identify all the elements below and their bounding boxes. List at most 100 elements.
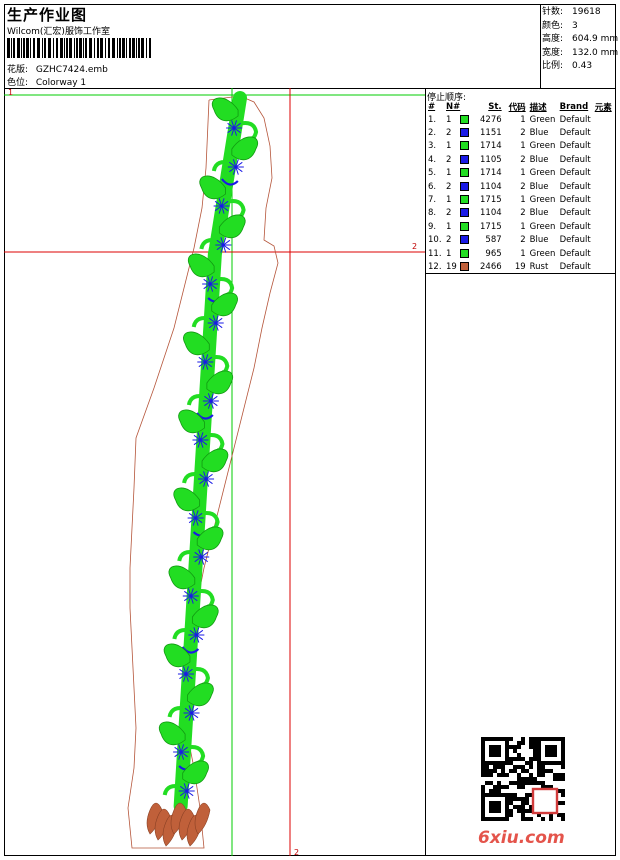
guide-marker-1: 1: [8, 88, 14, 97]
row-code: 2: [520, 235, 526, 246]
design-file-row: 花版: GZHC7424.emb: [7, 62, 108, 75]
row-number: 11.: [428, 248, 442, 259]
row-brand: Default: [559, 114, 591, 125]
table-row: 10. 2 587 2 Blue Default: [426, 234, 614, 247]
row-stitches: 587: [485, 235, 502, 246]
stat-width: 宽度: 132.0 mm: [542, 47, 619, 58]
color-swatch: [460, 114, 469, 124]
table-row: 12. 19 2466 19 Rust Default: [426, 260, 614, 273]
row-number: 1.: [428, 114, 437, 125]
row-brand: Default: [559, 168, 591, 179]
row-stitches: 965: [485, 248, 502, 259]
row-stitches: 1714: [480, 168, 502, 179]
row-needle: 1: [444, 140, 478, 153]
row-brand: Default: [559, 208, 591, 219]
color-swatch: [460, 181, 469, 191]
stat-colors: 颜色: 3: [542, 20, 578, 31]
row-element: [593, 126, 614, 139]
col-needle: N#: [446, 102, 461, 112]
row-description: Blue: [529, 128, 549, 139]
row-description: Blue: [529, 208, 549, 219]
row-description: Blue: [529, 181, 549, 192]
row-code: 1: [520, 221, 526, 232]
col-brand: Brand: [559, 102, 589, 112]
row-description: Green: [529, 248, 556, 259]
row-description: Green: [529, 141, 556, 152]
page-frame: [4, 4, 616, 856]
row-needle: 1: [444, 247, 478, 260]
row-stitches: 1715: [480, 195, 502, 206]
qr-code: [481, 737, 565, 821]
row-number: 6.: [428, 181, 437, 192]
table-row: 9. 1 1715 1 Green Default: [426, 220, 614, 233]
color-swatch: [460, 208, 469, 218]
row-number: 2.: [428, 128, 437, 139]
stat-stitches: 针数: 19618: [542, 7, 601, 17]
row-code: 1: [520, 141, 526, 152]
row-needle: 1: [444, 193, 478, 206]
color-swatch: [460, 154, 469, 164]
color-swatch: [460, 221, 469, 231]
table-row: 4. 2 1105 2 Blue Default: [426, 153, 614, 166]
design-file-value: GZHC7424.emb: [35, 65, 108, 75]
row-code: 2: [520, 208, 526, 219]
color-swatch: [460, 168, 469, 178]
row-needle: 2: [444, 153, 478, 166]
row-code: 1: [520, 114, 526, 125]
guide-marker-2-right: 2: [412, 242, 418, 251]
row-stitches: 1104: [480, 181, 502, 192]
studio-name: Wilcom(汇宏)服饰工作室: [7, 27, 110, 37]
row-stitches: 1715: [480, 221, 502, 232]
row-brand: Default: [559, 248, 591, 259]
table-row: 8. 2 1104 2 Blue Default: [426, 207, 614, 220]
row-element: [593, 220, 614, 233]
table-header-row: # N# St. 代码 描述 Brand 元素: [426, 101, 614, 113]
row-number: 4.: [428, 154, 437, 165]
row-code: 19: [514, 261, 526, 272]
header-stats-divider: [540, 4, 541, 88]
row-description: Green: [529, 195, 556, 206]
table-row: 3. 1 1714 1 Green Default: [426, 140, 614, 153]
col-stitches: St.: [488, 102, 502, 112]
row-code: 2: [520, 128, 526, 139]
row-description: Blue: [529, 154, 549, 165]
watermark: 6xiu.com: [478, 828, 565, 848]
row-element: [593, 193, 614, 206]
col-element: 元素: [594, 103, 612, 113]
row-code: 1: [520, 248, 526, 259]
design-preview: [4, 88, 425, 856]
row-description: Green: [529, 221, 556, 232]
colorway-label: 色位:: [7, 78, 29, 88]
row-brand: Default: [559, 141, 591, 152]
row-element: [593, 180, 614, 193]
row-code: 1: [520, 195, 526, 206]
table-row: 7. 1 1715 1 Green Default: [426, 193, 614, 206]
row-needle: 2: [444, 234, 478, 247]
row-description: Green: [529, 168, 556, 179]
color-swatch: [460, 248, 469, 258]
barcode: [7, 38, 151, 58]
row-description: Blue: [529, 235, 549, 246]
table-row: 5. 1 1714 1 Green Default: [426, 167, 614, 180]
row-number: 8.: [428, 208, 437, 219]
row-brand: Default: [559, 195, 591, 206]
row-element: [593, 234, 614, 247]
row-brand: Default: [559, 181, 591, 192]
row-needle: 1: [444, 167, 478, 180]
color-swatch: [460, 235, 469, 245]
table-row: 6. 2 1104 2 Blue Default: [426, 180, 614, 193]
row-element: [593, 153, 614, 166]
row-element: [593, 167, 614, 180]
embroidery-motif: [146, 91, 259, 847]
row-needle: 1: [444, 113, 478, 126]
row-needle: 19: [444, 260, 478, 273]
row-number: 5.: [428, 168, 437, 179]
row-needle: 2: [444, 180, 478, 193]
row-number: 7.: [428, 195, 437, 206]
page-title: 生产作业图: [7, 6, 88, 24]
header-divider: [4, 88, 616, 89]
stat-height: 高度: 604.9 mm: [542, 34, 619, 44]
table-row: 1. 1 4276 1 Green Default: [426, 113, 614, 126]
row-element: [593, 207, 614, 220]
table-row: 11. 1 965 1 Green Default: [426, 247, 614, 260]
